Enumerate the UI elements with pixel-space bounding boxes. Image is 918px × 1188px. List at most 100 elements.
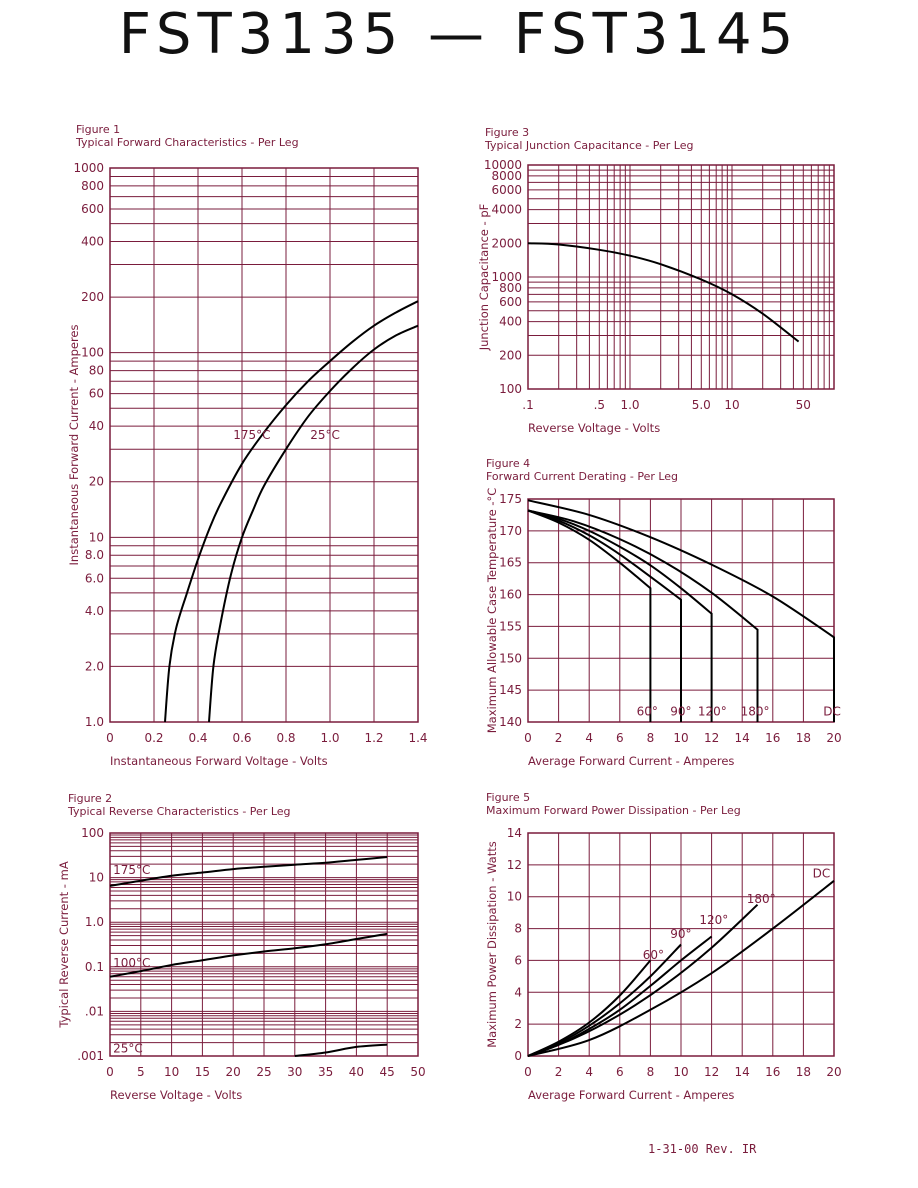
fig3-ytick-label: 6000 — [491, 183, 522, 197]
fig5-series-60-line — [527, 959, 652, 1057]
fig1-ytick-label: 8.0 — [85, 548, 104, 562]
fig1-xtick-label: 0.8 — [276, 731, 295, 745]
fig3-xlabel: Reverse Voltage - Volts — [528, 421, 660, 435]
fig5-xlabel: Average Forward Current - Amperes — [528, 1088, 734, 1102]
fig1-ytick-label: 100 — [81, 346, 104, 360]
fig1-ytick-label: 400 — [81, 234, 104, 248]
fig5-title: Maximum Forward Power Dissipation - Per … — [486, 804, 741, 817]
fig4-curve-label: 90° — [670, 705, 691, 719]
fig3-ytick-label: 400 — [499, 315, 522, 329]
fig5-curve-label: 180° — [747, 892, 776, 906]
fig5-series-90-line — [527, 943, 682, 1057]
fig2-xtick-label: 30 — [287, 1065, 302, 1079]
fig4-ytick-label: 160 — [499, 588, 522, 602]
fig4-xtick-label: 12 — [704, 731, 719, 745]
fig1-ytick-label: 40 — [89, 419, 104, 433]
fig4-ytick-label: 170 — [499, 524, 522, 538]
fig5-ytick-label: 14 — [507, 826, 522, 840]
fig4-title: Forward Current Derating - Per Leg — [486, 470, 678, 483]
fig1-ytick-label: 1000 — [73, 161, 104, 175]
fig2-ytick-label: 10 — [89, 871, 104, 885]
fig1-xtick-label: 1.4 — [408, 731, 427, 745]
fig2-curve-label: 175°C — [113, 863, 150, 877]
fig5-xtick-label: 8 — [647, 1065, 655, 1079]
fig5-xtick-label: 18 — [796, 1065, 811, 1079]
fig4-series-90-line — [527, 509, 682, 722]
fig4-ylabel: Maximum Allowable Case Temperature -°C — [485, 488, 499, 734]
fig3-grid — [527, 164, 835, 390]
fig2-ytick-label: 100 — [81, 826, 104, 840]
fig2-curve-label: 100°C — [113, 956, 150, 970]
fig5-curve-label: DC — [813, 867, 831, 881]
fig2-series-175C-line — [109, 856, 388, 887]
fig4-xtick-label: 0 — [524, 731, 532, 745]
fig4-xtick-label: 10 — [673, 731, 688, 745]
fig4-xtick-label: 4 — [585, 731, 593, 745]
fig3-xtick-label: 50 — [796, 398, 811, 412]
fig5-ytick-label: 6 — [514, 953, 522, 967]
fig4-ytick-label: 165 — [499, 556, 522, 570]
fig3-ytick-label: 4000 — [491, 203, 522, 217]
fig1-ytick-label: 20 — [89, 475, 104, 489]
fig2-title: Typical Reverse Characteristics - Per Le… — [67, 805, 291, 818]
fig5-curve-label: 120° — [699, 913, 728, 927]
fig5-ytick-label: 8 — [514, 922, 522, 936]
fig1-ytick-label: 2.0 — [85, 659, 104, 673]
fig1-ytick-label: 800 — [81, 179, 104, 193]
fig2-ytick-label: 0.1 — [85, 960, 104, 974]
fig5-xtick-label: 16 — [765, 1065, 780, 1079]
fig1-curve-label: 25°C — [310, 428, 340, 442]
fig4-xtick-label: 8 — [647, 731, 655, 745]
fig2-xtick-label: 35 — [318, 1065, 333, 1079]
fig3-ytick-label: 200 — [499, 348, 522, 362]
fig3-xtick-label: 1.0 — [620, 398, 639, 412]
fig4-xtick-label: 20 — [826, 731, 841, 745]
fig3-ytick-label: 800 — [499, 281, 522, 295]
fig2-ytick-label: .001 — [77, 1049, 104, 1063]
fig1-ytick-label: 4.0 — [85, 604, 104, 618]
fig1-title: Typical Forward Characteristics - Per Le… — [75, 136, 299, 149]
fig1-xtick-label: 1.0 — [320, 731, 339, 745]
fig3-xtick-label: 5.0 — [692, 398, 711, 412]
fig1-ytick-label: 1.0 — [85, 715, 104, 729]
fig4-curve-label: 60° — [637, 705, 658, 719]
fig2-xtick-label: 20 — [226, 1065, 241, 1079]
fig3-ytick-label: 10000 — [484, 158, 522, 172]
fig5-ytick-label: 4 — [514, 985, 522, 999]
fig2-xtick-label: 5 — [137, 1065, 145, 1079]
fig3-ytick-label: 100 — [499, 382, 522, 396]
fig5-curve-label: 60° — [643, 948, 664, 962]
fig1-xtick-label: 0.4 — [188, 731, 207, 745]
fig5-ylabel: Maximum Power Dissipation - Watts — [485, 841, 499, 1048]
fig5-xtick-label: 14 — [735, 1065, 750, 1079]
fig5-curve-label: 90° — [670, 927, 691, 941]
fig3-xtick-label: 10 — [724, 398, 739, 412]
fig5-xtick-label: 12 — [704, 1065, 719, 1079]
fig2-xtick-label: 40 — [349, 1065, 364, 1079]
fig2-ytick-label: 1.0 — [85, 915, 104, 929]
fig2-curve-label: 25°C — [113, 1041, 143, 1055]
fig4-xtick-label: 6 — [616, 731, 624, 745]
fig5-series-180-line — [527, 903, 759, 1057]
fig4-figure-label: Figure 4 — [486, 457, 530, 470]
fig2-xtick-label: 10 — [164, 1065, 179, 1079]
fig3-figure-label: Figure 3 — [485, 126, 529, 139]
fig4-series-60-line — [527, 509, 652, 722]
fig3-title: Typical Junction Capacitance - Per Leg — [484, 139, 693, 152]
fig5-xtick-label: 0 — [524, 1065, 532, 1079]
fig4-xtick-label: 14 — [735, 731, 750, 745]
fig5-xtick-label: 6 — [616, 1065, 624, 1079]
fig5-xtick-label: 4 — [585, 1065, 593, 1079]
fig3-plot-frame — [527, 164, 835, 390]
fig2-ylabel: Typical Reverse Current - mA — [57, 861, 71, 1028]
fig4-xtick-label: 16 — [765, 731, 780, 745]
fig3-ytick-label: 2000 — [491, 236, 522, 250]
fig4-series-120-line — [527, 509, 713, 722]
fig2-series-100C-line — [109, 932, 388, 978]
fig4-ytick-label: 150 — [499, 651, 522, 665]
fig4-ytick-label: 155 — [499, 619, 522, 633]
fig2-xtick-label: 15 — [195, 1065, 210, 1079]
fig2-plot-frame — [109, 832, 419, 1057]
fig1-series-175C-line — [164, 300, 419, 723]
